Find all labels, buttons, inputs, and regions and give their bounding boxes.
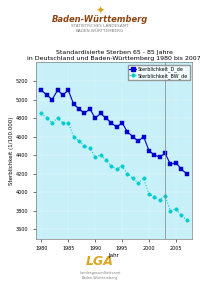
Text: Landesgesundheitsamt
Baden-Württemberg: Landesgesundheitsamt Baden-Württemberg bbox=[79, 271, 121, 280]
Y-axis label: Sterblichkeit (1/100.000): Sterblichkeit (1/100.000) bbox=[9, 116, 14, 185]
Title: Standardisierte Sterben 65 - 85 Jahre
in Deutschland und Baden-Württemberg 1980 : Standardisierte Sterben 65 - 85 Jahre in… bbox=[27, 50, 200, 61]
Text: ✦: ✦ bbox=[95, 6, 105, 16]
X-axis label: Jahr: Jahr bbox=[109, 252, 119, 258]
Text: Baden-Württemberg: Baden-Württemberg bbox=[52, 15, 148, 24]
Legend: Sterblichkeit_D_de, Sterblichkeit_BW_de: Sterblichkeit_D_de, Sterblichkeit_BW_de bbox=[128, 65, 190, 80]
Text: STATISTISCHES LANDESAMT
BADEN-WÜRTTEMBERG: STATISTISCHES LANDESAMT BADEN-WÜRTTEMBER… bbox=[71, 24, 129, 33]
Text: LGA: LGA bbox=[86, 255, 114, 268]
